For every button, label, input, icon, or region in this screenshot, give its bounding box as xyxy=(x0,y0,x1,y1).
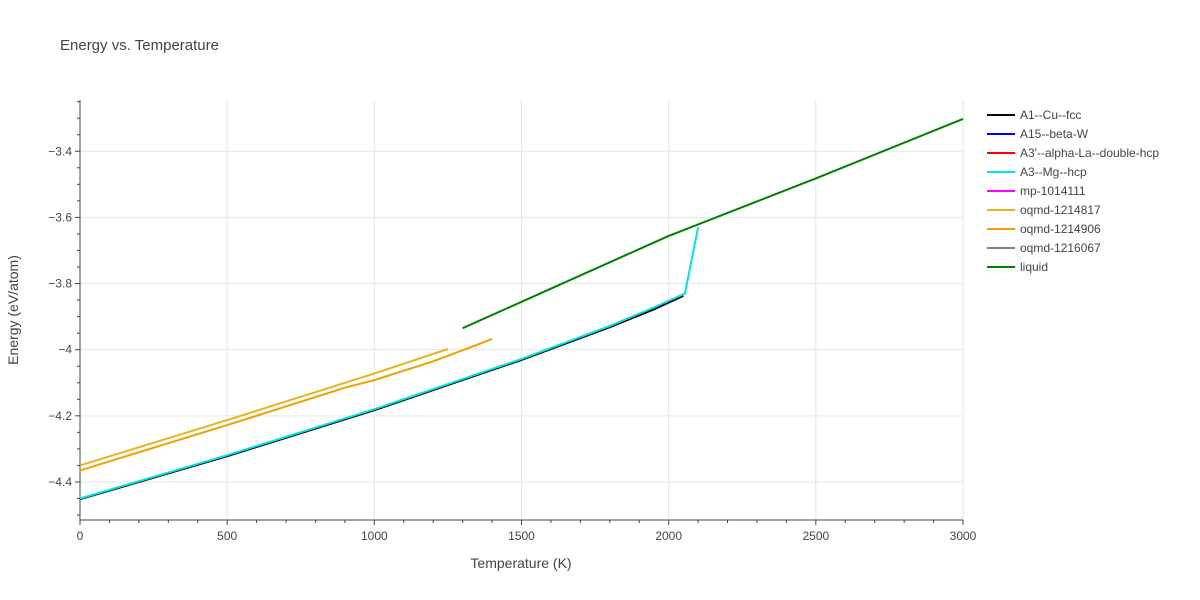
y-tick-label: −4.2 xyxy=(48,409,72,423)
x-axis-ticks: 0 500 1000 1500 2000 2500 3000 xyxy=(77,529,977,543)
legend-item-label: oqmd-1214906 xyxy=(1020,222,1101,236)
x-tick-label: 2500 xyxy=(802,529,829,543)
x-axis-title: Temperature (K) xyxy=(470,555,571,571)
chart-title: Energy vs. Temperature xyxy=(60,37,219,54)
x-tick-label: 0 xyxy=(77,529,84,543)
legend-item-label: A3--Mg--hcp xyxy=(1020,165,1087,179)
x-tick-label: 500 xyxy=(217,529,237,543)
y-axis-ticks: −4.4 −4.2 −4 −3.8 −3.6 −3.4 xyxy=(48,144,72,489)
plot-area xyxy=(79,117,964,501)
series-line-a3-mg-hcp xyxy=(79,227,700,500)
legend-item-label: A1--Cu--fcc xyxy=(1020,108,1081,122)
y-tick-label: −4.4 xyxy=(48,475,72,489)
y-tick-label: −3.6 xyxy=(48,210,72,224)
legend-item-label: oqmd-1216067 xyxy=(1020,241,1101,255)
legend-item-label: oqmd-1214817 xyxy=(1020,203,1101,217)
series-line-a1-cu-fcc xyxy=(79,294,684,501)
y-tick-label: −4 xyxy=(58,343,72,357)
legend-item-label: mp-1014111 xyxy=(1020,184,1086,198)
legend-item-label: A15--beta-W xyxy=(1020,127,1089,141)
x-tick-label: 1000 xyxy=(361,529,388,543)
series-line-oqmd-1214817 xyxy=(79,348,449,467)
series-line-oqmd-1214906 xyxy=(79,337,493,472)
x-tick-label: 3000 xyxy=(950,529,977,543)
axes xyxy=(75,100,964,525)
y-axis-title: Energy (eV/atom) xyxy=(5,255,21,365)
x-tick-label: 2000 xyxy=(655,529,682,543)
legend-item-label: liquid xyxy=(1020,260,1048,274)
legend: A1--Cu--fcc A15--beta-W A3'--alpha-La--dou… xyxy=(987,108,1159,274)
legend-item-label: A3'--alpha-La--double-hcp xyxy=(1020,146,1159,160)
x-tick-label: 1500 xyxy=(508,529,535,543)
y-tick-label: −3.8 xyxy=(48,277,72,291)
y-tick-label: −3.4 xyxy=(48,144,72,158)
series-line-liquid xyxy=(462,117,964,330)
grid xyxy=(80,100,964,520)
